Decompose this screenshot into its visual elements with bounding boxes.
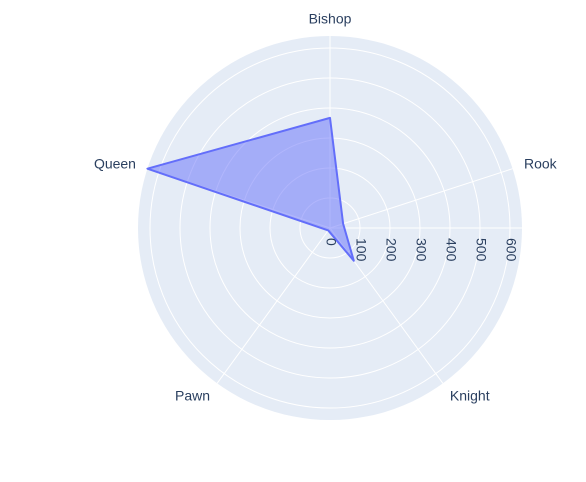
r-tick-label: 600 [503,238,519,262]
grid-spoke [216,227,331,384]
r-tick-label: 200 [383,238,399,262]
category-label: Rook [524,156,558,172]
r-tick-label: 0 [323,238,339,246]
category-label: Pawn [175,388,210,404]
grid-spoke [329,168,513,229]
category-label: Queen [94,156,136,172]
r-tick-label: 500 [473,238,489,262]
category-label: Bishop [309,11,352,27]
category-label: Knight [450,388,490,404]
r-tick-label: 100 [353,238,369,262]
radar-area [146,116,355,262]
r-tick-label: 300 [413,238,429,262]
r-tick-label: 400 [443,238,459,262]
